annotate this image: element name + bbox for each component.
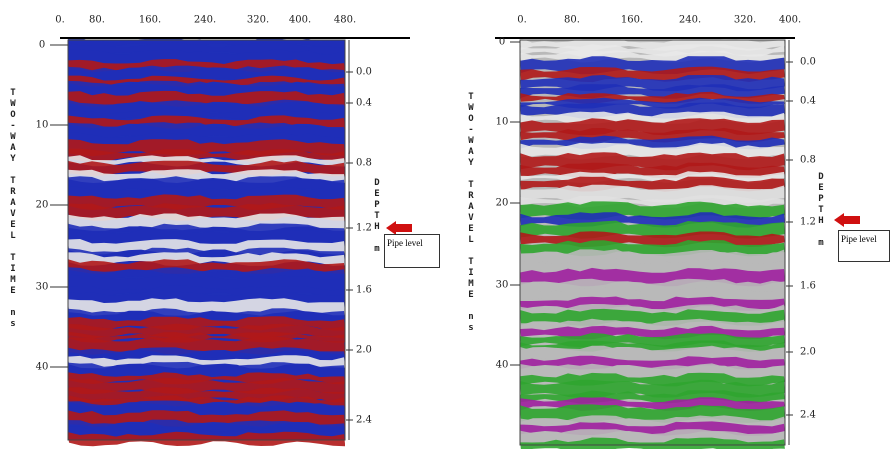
top-tick-label: 480. <box>334 15 356 26</box>
left-tick-label: 10 <box>496 117 509 128</box>
top-tick-label: 80. <box>564 15 580 26</box>
left-tick-label: 0 <box>39 40 45 51</box>
depth-tick-label: 0.0 <box>356 67 372 78</box>
depth-tick-label: 0.4 <box>800 96 816 107</box>
top-tick-label: 400. <box>289 15 311 26</box>
top-tick-label: 240. <box>679 15 701 26</box>
depth-tick-label: 2.4 <box>356 415 372 426</box>
top-tick-label: 0. <box>55 15 65 26</box>
left-tick-label: 20 <box>496 198 509 209</box>
depth-tick-label: 0.8 <box>356 158 372 169</box>
top-tick-label: 320. <box>247 15 269 26</box>
left-tick-label: 10 <box>36 120 49 131</box>
depth-tick-label: 1.6 <box>356 285 372 296</box>
left-tick-label: 30 <box>36 282 49 293</box>
pipe-arrow <box>386 221 412 235</box>
depth-tick-label: 2.4 <box>800 410 816 421</box>
top-tick-label: 0. <box>517 15 527 26</box>
reflection-band <box>68 431 345 447</box>
depth-tick-label: 0.4 <box>356 98 372 109</box>
pipe-note: Pipe level <box>384 234 440 268</box>
depth-tick-label: 0.0 <box>800 57 816 68</box>
pipe-note: Pipe level <box>838 230 890 262</box>
depth-axis-title: DEPTH m <box>372 178 382 255</box>
depth-tick-label: 0.8 <box>800 155 816 166</box>
top-tick-label: 320. <box>734 15 756 26</box>
left-tick-label: 40 <box>496 360 509 371</box>
depth-axis-title: DEPTH m <box>816 172 826 249</box>
top-tick-label: 160. <box>139 15 161 26</box>
depth-tick-label: 2.0 <box>356 345 372 356</box>
left-tick-label: 30 <box>496 280 509 291</box>
y-axis-title: TWO-WAY TRAVEL TIME ns <box>8 88 18 330</box>
left-tick-label: 40 <box>36 362 49 373</box>
depth-tick-label: 2.0 <box>800 347 816 358</box>
top-tick-label: 240. <box>194 15 216 26</box>
pipe-arrow <box>834 213 860 227</box>
top-tick-label: 80. <box>89 15 105 26</box>
depth-tick-label: 1.2 <box>356 223 372 234</box>
top-tick-label: 400. <box>779 15 801 26</box>
left-tick-label: 0 <box>499 37 505 48</box>
radargram-frame <box>67 39 346 441</box>
y-axis-title: TWO-WAY TRAVEL TIME ns <box>466 92 476 334</box>
depth-tick-label: 1.6 <box>800 281 816 292</box>
left-tick-label: 20 <box>36 200 49 211</box>
depth-tick-label: 1.2 <box>800 217 816 228</box>
top-tick-label: 160. <box>621 15 643 26</box>
radargram-frame <box>519 39 786 446</box>
reflection-band <box>520 437 785 449</box>
